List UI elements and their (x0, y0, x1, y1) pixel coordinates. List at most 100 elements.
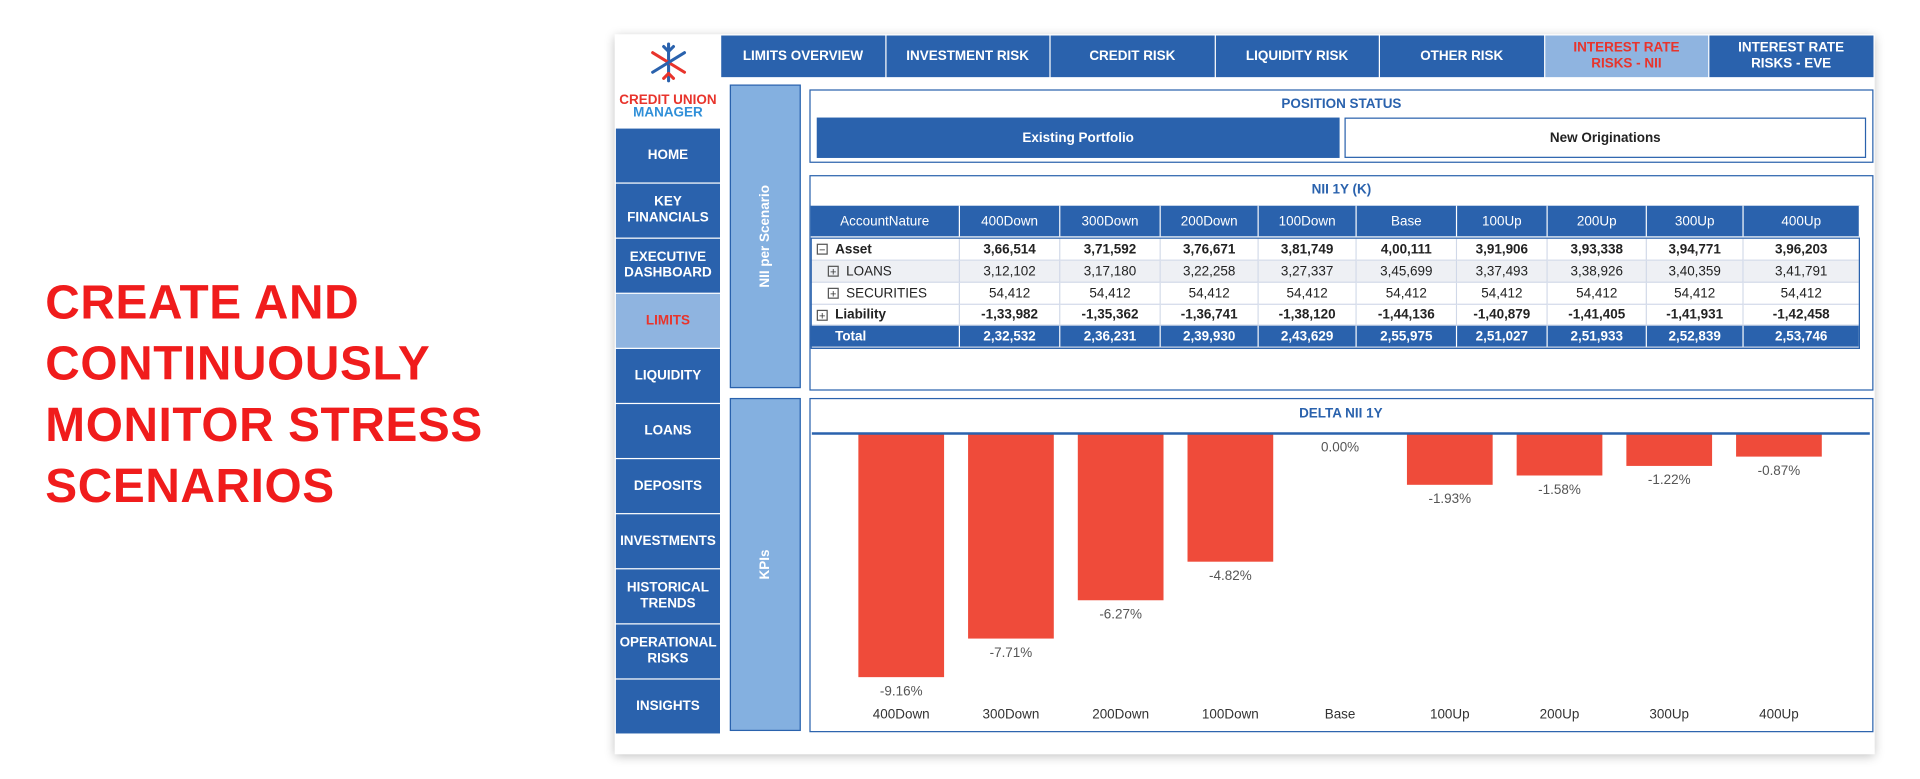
bar (1516, 433, 1603, 476)
bar (968, 433, 1054, 639)
side-panel-label: NII per Scenario (757, 185, 773, 288)
table-cell: 3,22,258 (1160, 260, 1259, 283)
side-menu-item[interactable]: LIMITS (615, 293, 721, 348)
table-cell: 54,412 (1060, 282, 1161, 305)
top-tab[interactable]: INVESTMENT RISK (885, 35, 1050, 78)
expand-icon[interactable]: − (816, 243, 828, 255)
table-cell: 3,41,791 (1743, 260, 1861, 283)
side-panel-label: KPIs (757, 549, 773, 580)
table-cell: 3,76,671 (1160, 238, 1259, 261)
side-menu-item[interactable]: LOANS (615, 404, 721, 458)
table-cell: 54,412 (1646, 282, 1744, 305)
x-tick-label: 200Up (1540, 707, 1580, 722)
table-row-label: Asset (835, 241, 872, 257)
expand-icon[interactable]: + (827, 287, 839, 299)
table-row-label: Liability (835, 307, 886, 323)
table-header-cell: AccountNature (810, 205, 961, 237)
table-cell: 2,52,839 (1646, 325, 1744, 348)
side-menu-item[interactable]: INSIGHTS (615, 679, 721, 734)
table-cell: -1,41,405 (1547, 304, 1647, 326)
table-cell: -1,41,931 (1646, 304, 1744, 326)
data-label: -6.27% (1099, 607, 1142, 622)
table-cell: 54,412 (1258, 282, 1357, 305)
side-menu-item[interactable]: HISTORICAL TRENDS (615, 569, 721, 624)
logo-line2: MANAGER (633, 105, 703, 121)
table-cell: 2,39,930 (1160, 325, 1259, 348)
headline-line: MONITOR STRESS (45, 399, 483, 452)
data-label: -9.16% (880, 683, 923, 698)
expand-icon[interactable]: + (816, 309, 828, 321)
table-cell: 2,53,746 (1743, 325, 1861, 348)
table-cell: 3,96,203 (1743, 238, 1861, 261)
top-tab[interactable]: INTEREST RATE RISKS - NII (1544, 35, 1709, 78)
top-tab[interactable]: LIMITS OVERVIEW (721, 35, 885, 78)
table-cell: 3,94,771 (1646, 238, 1744, 261)
top-tab[interactable]: INTEREST RATE RISKS - EVE (1709, 35, 1873, 78)
table-cell: 54,412 (1356, 282, 1458, 305)
table-cell: 2,36,231 (1060, 325, 1161, 348)
table-outline (810, 237, 1861, 349)
nii-table-title: NII 1Y (K) (1311, 182, 1372, 198)
table-cell: 54,412 (1547, 282, 1647, 305)
bar (1736, 433, 1822, 457)
table-cell: 3,37,493 (1457, 260, 1548, 283)
table-row-label-cell: + Liability (810, 304, 961, 326)
x-tick-label: 400Up (1759, 707, 1799, 722)
table-header-cell: 200Down (1160, 205, 1259, 237)
table-header-cell: 300Up (1646, 205, 1744, 237)
x-tick-label: 100Up (1430, 707, 1470, 722)
portfolio-button[interactable]: Existing Portfolio (816, 117, 1340, 158)
position-status-title: POSITION STATUS (1281, 96, 1402, 112)
table-cell: -1,35,362 (1060, 304, 1161, 326)
x-tick-label: 300Down (983, 707, 1040, 722)
data-label: -0.87% (1758, 463, 1801, 478)
side-menu-item[interactable]: OPERATIONAL RISKS (615, 624, 721, 679)
portfolio-button[interactable]: New Originations (1344, 117, 1867, 158)
table-cell: 3,17,180 (1060, 260, 1161, 283)
side-menu-item[interactable]: EXECUTIVE DASHBOARD (615, 238, 721, 293)
table-header-cell: 100Up (1457, 205, 1548, 237)
x-tick-label: 400Down (873, 707, 930, 722)
top-tab[interactable]: OTHER RISK (1380, 35, 1544, 78)
expand-icon[interactable]: + (827, 265, 839, 277)
bar (1406, 433, 1493, 485)
table-cell: 3,38,926 (1547, 260, 1647, 283)
table-cell: 54,412 (960, 282, 1061, 305)
table-cell: 3,12,102 (960, 260, 1061, 283)
side-panel: NII per Scenario (729, 84, 801, 389)
table-cell: 4,00,111 (1356, 238, 1458, 261)
table-cell: 54,412 (1457, 282, 1548, 305)
top-tab[interactable]: LIQUIDITY RISK (1215, 35, 1379, 78)
bar (1187, 433, 1274, 562)
bar (1626, 433, 1713, 466)
table-row-label-cell: − Asset (810, 238, 961, 261)
side-menu-item[interactable]: LIQUIDITY (615, 348, 721, 403)
table-cell: 3,91,906 (1457, 238, 1548, 261)
table-cell: 3,27,337 (1258, 260, 1357, 283)
table-cell: 54,412 (1160, 282, 1259, 305)
table-cell: 2,32,532 (960, 325, 1061, 348)
delta-nii-chart: DELTA NII 1Y -9.16% 400Down -7.71% 300Down -6… (811, 406, 1870, 722)
data-label: 0.00% (1321, 440, 1359, 455)
side-menu-item[interactable]: HOME (615, 128, 721, 183)
logo-snowflake (651, 42, 687, 83)
headline-line: CREATE AND (45, 276, 360, 330)
bar (1077, 433, 1164, 601)
table-cell: -1,33,982 (960, 304, 1061, 326)
side-menu-item[interactable]: KEY FINANCIALS (615, 183, 721, 238)
table-cell: 2,51,933 (1547, 325, 1647, 348)
table-cell: 3,40,359 (1646, 260, 1744, 283)
table-cell: 3,45,699 (1356, 260, 1458, 283)
table-row-label: SECURITIES (846, 285, 927, 301)
data-label: -7.71% (990, 645, 1033, 660)
table-header-cell: 100Down (1258, 205, 1357, 237)
table-header-cell: Base (1356, 205, 1458, 237)
logo-line1: CREDIT UNION (619, 93, 717, 108)
x-tick-label: 300Up (1649, 707, 1689, 722)
table-cell: 3,81,749 (1258, 238, 1357, 261)
side-menu-item[interactable]: INVESTMENTS (615, 514, 721, 569)
side-menu-item[interactable]: DEPOSITS (615, 459, 721, 514)
top-tab[interactable]: CREDIT RISK (1050, 35, 1215, 78)
